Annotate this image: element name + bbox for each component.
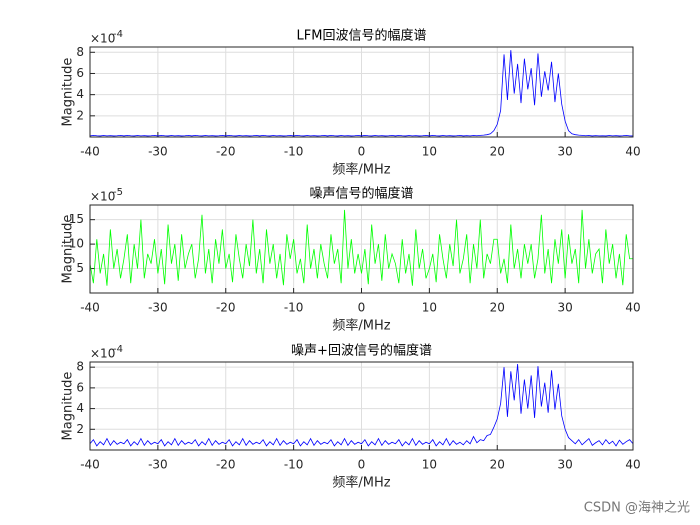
x-tick-label: 30: [557, 301, 572, 315]
x-tick-label: -40: [80, 458, 100, 472]
axes-box: [89, 46, 634, 138]
axes-box: [89, 204, 634, 294]
x-tick-label: 40: [625, 458, 640, 472]
spectrum-line: [90, 209, 633, 286]
axes-box: [89, 361, 634, 451]
watermark: CSDN @海神之光: [584, 501, 690, 516]
subplot: -40 -30 -20 -10 0 10 20 30 40 2 4 6 8 噪声+回波信号的幅度谱频率/M…: [61, 343, 641, 491]
y-tick-label: 5: [76, 261, 84, 275]
x-tick-label: 40: [625, 301, 640, 315]
x-tick-label: 10: [422, 301, 437, 315]
x-tick-label: -10: [284, 458, 304, 472]
x-tick-label: -20: [216, 301, 236, 315]
x-tick-label: -10: [284, 145, 304, 159]
x-tick-label: -20: [216, 145, 236, 159]
y-axis-label: Magnitude: [61, 372, 76, 441]
x-tick-label: 40: [625, 145, 640, 159]
spectrum-line: [90, 364, 633, 447]
y-tick-label: 6: [76, 380, 84, 394]
x-tick-label: -40: [80, 145, 100, 159]
x-axis-label: 频率/MHz: [332, 318, 390, 334]
y-tick-label: 4: [76, 87, 84, 101]
spectrum-line: [90, 50, 633, 137]
exponent-base: ×10: [90, 347, 115, 361]
x-axis-label: 频率/MHz: [332, 162, 390, 178]
x-tick-label: 20: [490, 458, 505, 472]
subplot: -40 -30 -20 -10 0 10 20 30 40 5 10 15 噪声信号的幅度谱频率/MHz…: [61, 186, 641, 334]
y-axis-label: Magnitude: [61, 215, 76, 284]
y-tick-label: 10: [69, 237, 84, 251]
exponent-power: -4: [113, 29, 123, 40]
x-axis-label: 频率/MHz: [332, 475, 390, 491]
y-axis-label: Magnitude: [61, 58, 76, 127]
y-tick-label: 2: [76, 108, 84, 122]
subplot-title: 噪声信号的幅度谱: [309, 186, 413, 202]
exponent-base: ×10: [90, 190, 115, 204]
x-tick-label: -10: [284, 301, 304, 315]
x-tick-label: -20: [216, 458, 236, 472]
x-tick-label: 0: [358, 458, 366, 472]
exponent-power: -5: [113, 187, 123, 198]
x-tick-label: 10: [422, 145, 437, 159]
subplot-title: 噪声+回波信号的幅度谱: [291, 343, 432, 359]
x-tick-label: 30: [557, 458, 572, 472]
exponent-base: ×10: [90, 32, 115, 46]
x-tick-label: -30: [148, 145, 168, 159]
x-tick-label: 30: [557, 145, 572, 159]
exponent-power: -4: [113, 344, 123, 355]
y-tick-label: 8: [76, 360, 84, 374]
x-tick-label: 0: [358, 145, 366, 159]
x-tick-label: 10: [422, 458, 437, 472]
y-tick-label: 2: [76, 422, 84, 436]
y-tick-label: 15: [69, 212, 84, 226]
y-tick-label: 4: [76, 401, 84, 415]
y-tick-label: 8: [76, 45, 84, 59]
x-tick-label: -40: [80, 301, 100, 315]
x-tick-label: -30: [148, 458, 168, 472]
x-tick-label: -30: [148, 301, 168, 315]
y-tick-label: 6: [76, 66, 84, 80]
x-tick-label: 20: [490, 301, 505, 315]
x-tick-label: 0: [358, 301, 366, 315]
subplot: -40 -30 -20 -10 0 10 20 30 40 2 4 6 8 LFM回波信号的幅度谱频率/M…: [61, 28, 641, 178]
subplot-title: LFM回波信号的幅度谱: [297, 28, 427, 44]
x-tick-label: 20: [490, 145, 505, 159]
